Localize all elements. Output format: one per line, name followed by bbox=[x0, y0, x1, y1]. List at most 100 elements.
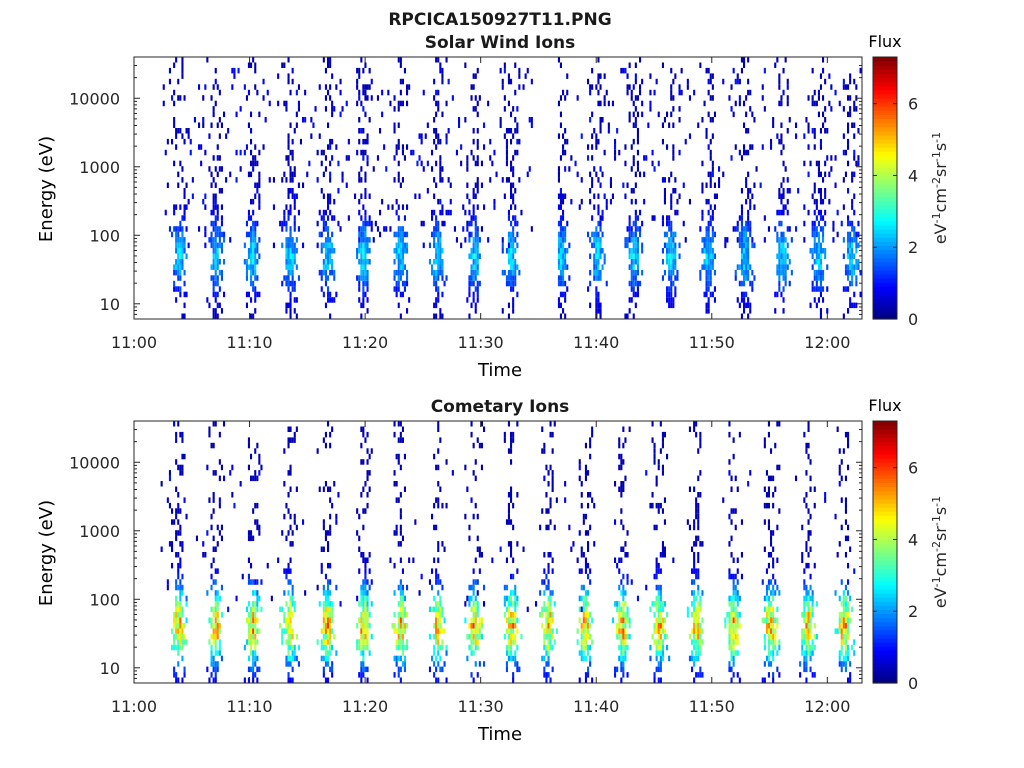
colorbar-step bbox=[873, 81, 897, 87]
heatmap-cell bbox=[183, 237, 186, 243]
heatmap-cell bbox=[173, 612, 176, 618]
heatmap-cell bbox=[364, 291, 367, 298]
heatmap-cell bbox=[842, 149, 845, 156]
heatmap-cell bbox=[385, 226, 388, 232]
heatmap-cell bbox=[547, 579, 550, 585]
heatmap-cell bbox=[470, 84, 473, 90]
heatmap-cell bbox=[216, 280, 219, 287]
heatmap-cell bbox=[439, 269, 442, 276]
heatmap-cell bbox=[287, 209, 290, 216]
heatmap-cell bbox=[401, 623, 404, 629]
heatmap-cell bbox=[435, 628, 438, 634]
heatmap-cell bbox=[618, 464, 621, 471]
heatmap-cell bbox=[214, 313, 217, 319]
heatmap-cell bbox=[322, 215, 325, 221]
heatmap-cell bbox=[480, 623, 483, 629]
heatmap-cell bbox=[549, 590, 552, 596]
heatmap-cell bbox=[547, 481, 550, 487]
heatmap-cell bbox=[630, 253, 633, 259]
heatmap-cell bbox=[549, 497, 552, 503]
heatmap-cell bbox=[399, 557, 402, 563]
heatmap-cell bbox=[510, 188, 513, 194]
heatmap-cell bbox=[693, 677, 696, 683]
heatmap-cell bbox=[584, 562, 587, 569]
heatmap-cell bbox=[327, 259, 330, 265]
heatmap-cell bbox=[849, 106, 852, 112]
colorbar-step bbox=[873, 592, 897, 598]
heatmap-cell bbox=[247, 666, 250, 673]
heatmap-cell bbox=[474, 639, 477, 645]
heatmap-cell bbox=[562, 275, 565, 281]
heatmap-cell bbox=[356, 84, 359, 90]
heatmap-cell bbox=[364, 95, 367, 101]
heatmap-cell bbox=[177, 633, 180, 640]
heatmap-cell bbox=[620, 655, 623, 662]
heatmap-cell bbox=[620, 464, 623, 471]
heatmap-cell bbox=[740, 220, 743, 227]
heatmap-cell bbox=[851, 177, 854, 183]
heatmap-cell bbox=[185, 595, 188, 602]
heatmap-cell bbox=[258, 666, 261, 673]
heatmap-cell bbox=[358, 128, 361, 134]
heatmap-cell bbox=[324, 67, 327, 74]
heatmap-cell bbox=[171, 95, 174, 101]
heatmap-cell bbox=[813, 623, 816, 629]
heatmap-cell bbox=[366, 160, 369, 167]
heatmap-cell bbox=[707, 275, 710, 281]
heatmap-cell bbox=[177, 552, 180, 558]
heatmap-cell bbox=[817, 95, 820, 101]
heatmap-cell bbox=[636, 264, 639, 270]
heatmap-cell bbox=[241, 573, 244, 580]
heatmap-cell bbox=[395, 639, 398, 645]
heatmap-cell bbox=[763, 437, 766, 443]
heatmap-cell bbox=[510, 628, 513, 634]
heatmap-cell bbox=[401, 149, 404, 156]
heatmap-cell bbox=[747, 313, 750, 319]
heatmap-cell bbox=[728, 617, 731, 623]
heatmap-cell bbox=[828, 73, 831, 79]
heatmap-cell bbox=[699, 639, 702, 645]
heatmap-cell bbox=[636, 595, 639, 602]
heatmap-cell bbox=[480, 633, 483, 640]
heatmap-cell bbox=[478, 237, 481, 243]
heatmap-cell bbox=[853, 650, 856, 656]
heatmap-cell bbox=[842, 655, 845, 662]
heatmap-cell bbox=[601, 215, 604, 221]
heatmap-cell bbox=[368, 552, 371, 558]
heatmap-cell bbox=[541, 426, 544, 432]
heatmap-cell bbox=[578, 650, 581, 656]
heatmap-cell bbox=[324, 248, 327, 254]
heatmap-cell bbox=[212, 470, 215, 476]
heatmap-cell bbox=[847, 579, 850, 585]
heatmap-cell bbox=[480, 442, 483, 449]
heatmap-cell bbox=[293, 204, 296, 210]
heatmap-cell bbox=[743, 144, 746, 150]
heatmap-cell bbox=[441, 313, 444, 319]
heatmap-cell bbox=[512, 302, 515, 309]
heatmap-cell bbox=[435, 242, 438, 249]
heatmap-cell bbox=[501, 84, 504, 90]
heatmap-cell bbox=[728, 470, 731, 476]
heatmap-cell bbox=[466, 182, 469, 188]
heatmap-cell bbox=[813, 562, 816, 569]
heatmap-cell bbox=[324, 530, 327, 536]
heatmap-cell bbox=[672, 149, 675, 156]
heatmap-cell bbox=[439, 308, 442, 314]
heatmap-cell bbox=[824, 117, 827, 123]
heatmap-cell bbox=[847, 248, 850, 254]
heatmap-cell bbox=[401, 144, 404, 150]
heatmap-cell bbox=[287, 579, 290, 585]
heatmap-cell bbox=[501, 177, 504, 183]
heatmap-cell bbox=[171, 562, 174, 569]
heatmap-cell bbox=[657, 111, 660, 118]
heatmap-cell bbox=[811, 95, 814, 101]
heatmap-cell bbox=[370, 579, 373, 585]
heatmap-cell bbox=[815, 248, 818, 254]
heatmap-cell bbox=[718, 166, 721, 172]
heatmap-cell bbox=[210, 237, 213, 243]
heatmap-cell bbox=[541, 448, 544, 454]
heatmap-cell bbox=[327, 606, 330, 613]
heatmap-cell bbox=[541, 612, 544, 618]
heatmap-cell bbox=[770, 661, 773, 667]
heatmap-cell bbox=[632, 122, 635, 128]
